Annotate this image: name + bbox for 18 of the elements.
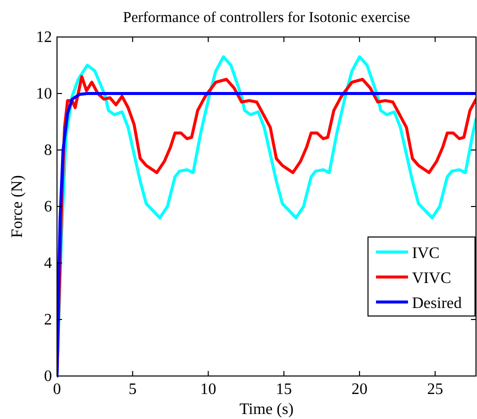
x-tick-label: 20 <box>352 381 368 398</box>
x-tick-label: 25 <box>427 381 444 398</box>
x-tick-label: 5 <box>128 381 137 398</box>
chart-title: Performance of controllers for Isotonic exercise <box>123 10 410 26</box>
x-tick-label: 15 <box>276 381 292 398</box>
y-tick-label: 8 <box>44 142 52 159</box>
legend-label: VIVC <box>412 270 452 287</box>
y-tick-label: 6 <box>44 198 52 216</box>
y-tick-label: 10 <box>36 86 52 102</box>
legend-label: IVC <box>412 245 440 262</box>
y-tick-label: 2 <box>44 312 52 328</box>
x-tick-label: 10 <box>200 381 216 398</box>
y-tick-label: 4 <box>44 255 52 272</box>
legend-label: Desired <box>412 295 462 312</box>
y-axis-title: Force (N) <box>9 175 26 238</box>
y-tick-label: 0 <box>44 368 52 385</box>
y-tick-label: 12 <box>36 29 52 46</box>
x-axis-title: Time (s) <box>239 401 294 418</box>
